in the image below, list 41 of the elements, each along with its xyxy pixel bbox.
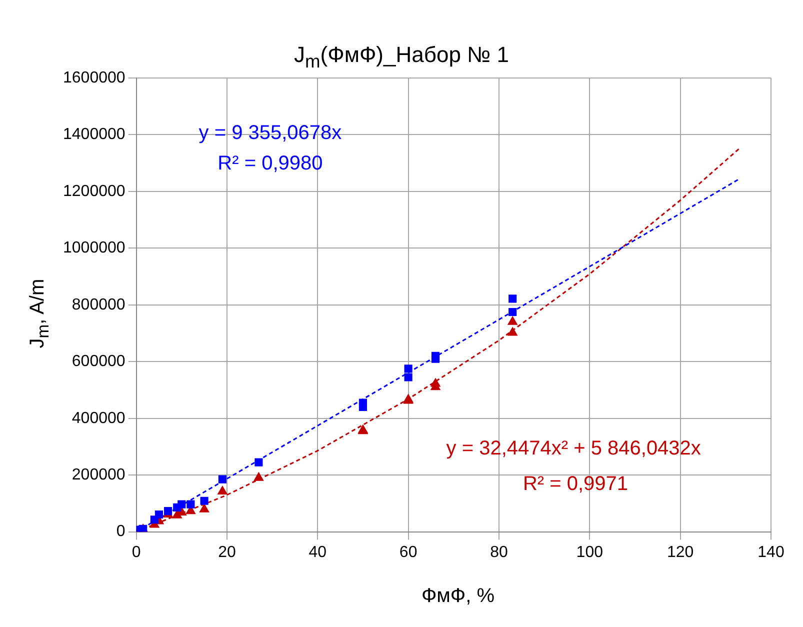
point — [218, 475, 226, 484]
point — [508, 294, 517, 303]
point — [218, 486, 228, 495]
point — [430, 378, 440, 387]
x-tick-label: 80 — [490, 544, 508, 561]
point — [404, 364, 412, 373]
point — [508, 327, 518, 336]
point — [186, 500, 195, 508]
y-tick-label: 0 — [116, 523, 126, 540]
y-tick-label: 1600000 — [62, 69, 126, 86]
y-tick-label: 600000 — [72, 353, 126, 370]
x-tick-label: 140 — [758, 544, 784, 561]
x-tick-label: 100 — [576, 544, 604, 561]
x-tick-label: 20 — [218, 544, 236, 561]
x-axis-title: ФмФ, % — [420, 585, 496, 608]
point — [431, 352, 440, 360]
y-tick-label: 400000 — [72, 410, 126, 427]
point — [254, 472, 264, 481]
point — [199, 504, 210, 512]
chart-title: J$_{m}$(ФмФ)_Набор № 1 — [294, 42, 509, 72]
y-tick-label: 200000 — [72, 466, 126, 484]
point — [154, 510, 163, 519]
point — [254, 458, 263, 466]
y-tick-label: 1400000 — [62, 126, 126, 144]
annotation: y = 9 355,0678x — [198, 122, 342, 144]
point — [508, 316, 518, 325]
annotation: R² = 0,9980 — [218, 152, 323, 174]
point — [178, 500, 186, 508]
annotation: y = 32,4474x² + 5 846,0432x — [446, 438, 701, 460]
point — [508, 308, 517, 316]
y-tick-label: 1000000 — [62, 240, 126, 257]
point — [358, 398, 368, 407]
point — [404, 373, 412, 382]
x-tick-label: 60 — [399, 544, 418, 561]
y-tick-label: 800000 — [72, 296, 126, 314]
x-tick-label: 120 — [666, 544, 694, 561]
point — [200, 496, 208, 505]
annotation: R² = 0,9971 — [522, 473, 628, 496]
x-tick-label: 0 — [132, 544, 141, 561]
y-tick-label: 1200000 — [62, 182, 126, 200]
x-tick-label: 40 — [308, 544, 327, 561]
